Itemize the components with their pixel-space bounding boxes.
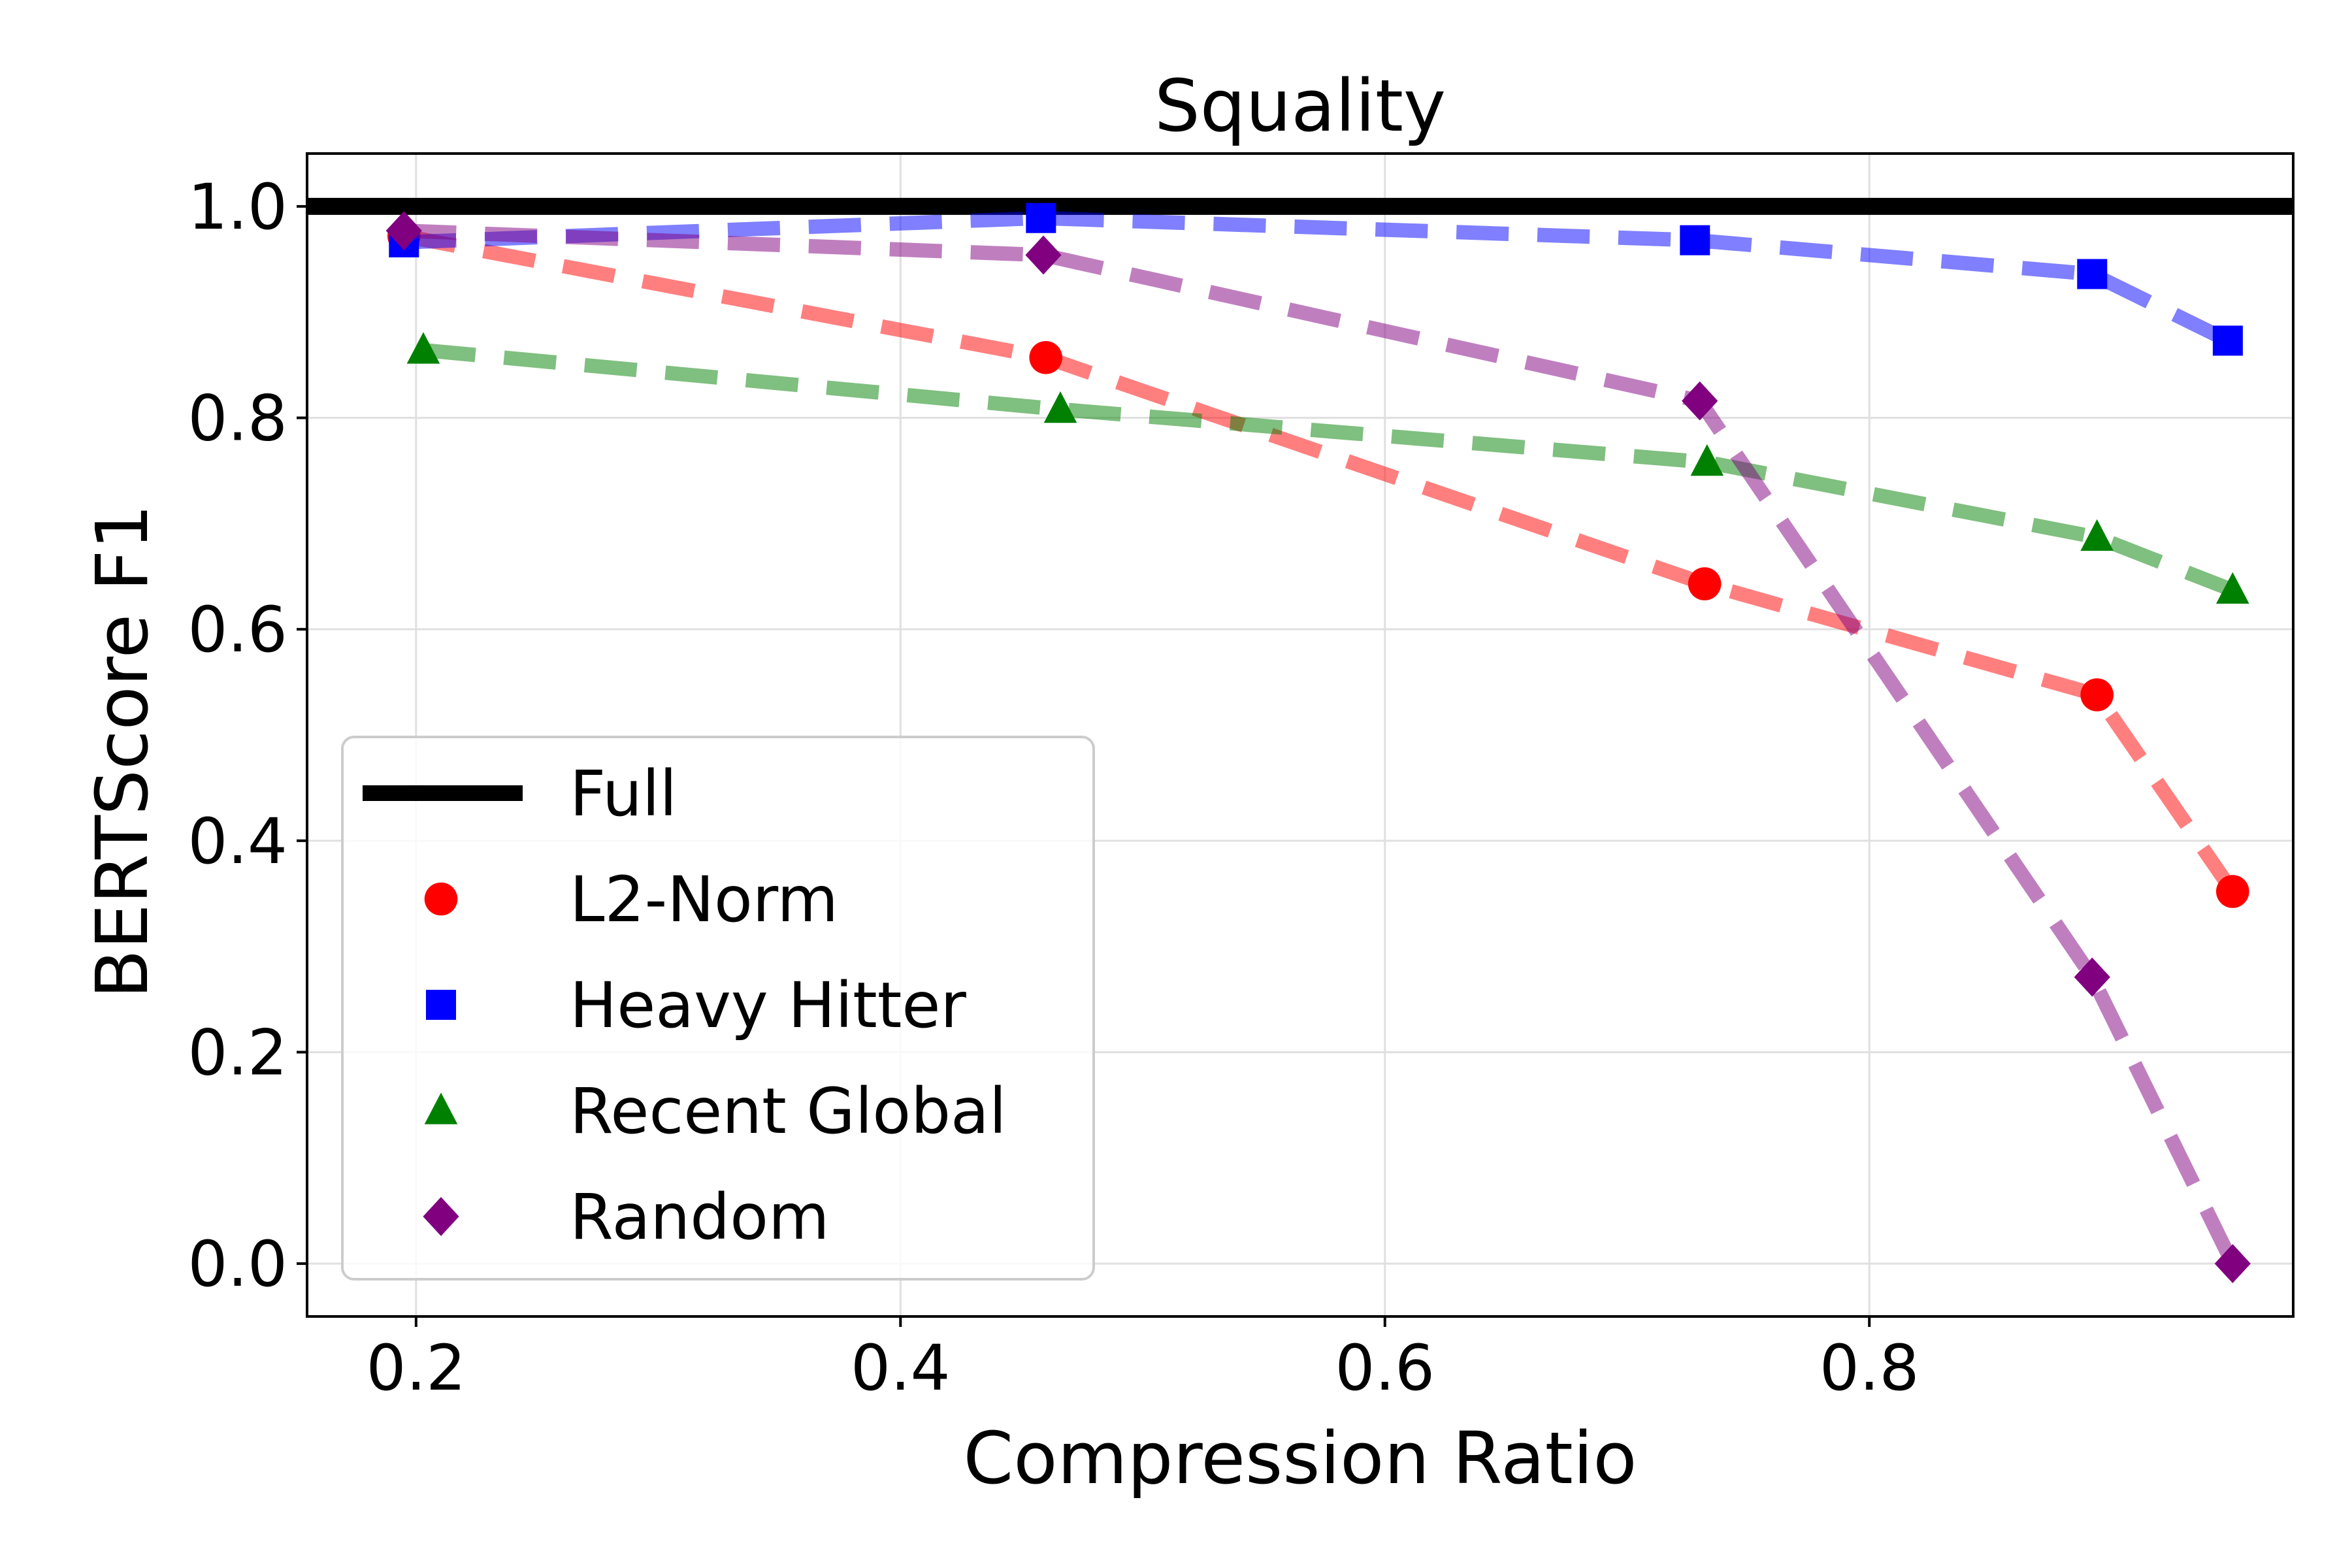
x-tick-label: 0.4: [851, 1331, 951, 1405]
legend-label-l2-norm: L2-Norm: [570, 863, 838, 936]
y-tick-label: 0.0: [188, 1228, 287, 1301]
data-point-recent-global: [2216, 572, 2249, 604]
legend-swatch-heavy-hitter: [426, 990, 456, 1020]
data-point-random: [1682, 381, 1718, 421]
data-point-random: [2074, 957, 2110, 997]
data-point-recent-global: [2080, 519, 2114, 551]
series-layer: [307, 197, 2293, 1283]
legend-swatch-l2-norm: [424, 882, 458, 916]
y-tick-label: 0.6: [188, 593, 287, 666]
x-axis-label: Compression Ratio: [963, 1416, 1637, 1500]
data-point-l2-norm: [2216, 875, 2249, 908]
data-point-random: [385, 211, 422, 251]
y-axis-label: BERTScore F1: [80, 504, 164, 999]
plot-frame: [306, 152, 2295, 1318]
x-tick-label: 0.2: [366, 1331, 466, 1405]
series-recent-global: [406, 332, 2249, 604]
data-point-heavy-hitter: [2212, 325, 2243, 356]
data-point-heavy-hitter: [1026, 203, 1056, 233]
data-point-random: [1025, 235, 1062, 275]
series-line-l2-norm: [402, 229, 2239, 896]
data-point-recent-global: [1690, 444, 1724, 476]
data-point-l2-norm: [1029, 341, 1063, 374]
chart-title: Squality: [1154, 64, 1446, 148]
series-random: [385, 211, 2251, 1283]
data-point-random: [2214, 1244, 2251, 1283]
data-point-l2-norm: [1688, 567, 1722, 600]
x-tick-label: 0.8: [1820, 1331, 1919, 1405]
data-point-recent-global: [406, 332, 440, 364]
data-point-heavy-hitter: [1680, 225, 1710, 255]
data-point-l2-norm: [2080, 678, 2114, 711]
tick-layer: 0.2 0.4 0.6 0.8 0.0 0.2 0.4 0.6 0.8 1.0: [188, 171, 1919, 1405]
y-tick-label: 0.8: [188, 382, 287, 455]
y-tick-label: 1.0: [188, 171, 287, 244]
legend: Full L2-Norm Heavy Hitter Recent Global Rand…: [341, 736, 1095, 1281]
legend-items: Full L2-Norm Heavy Hitter Recent Global Rand…: [363, 757, 1007, 1254]
legend-label-full: Full: [570, 757, 677, 830]
series-line-recent-global: [422, 343, 2236, 597]
legend-box: [341, 736, 1095, 1281]
legend-label-random: Random: [570, 1181, 829, 1254]
data-point-heavy-hitter: [2077, 259, 2108, 289]
y-tick-label: 0.4: [188, 805, 287, 878]
y-tick-label: 0.2: [188, 1016, 287, 1089]
legend-swatch-random: [423, 1197, 459, 1236]
legend-label-heavy-hitter: Heavy Hitter: [570, 969, 966, 1042]
legend-swatch-recent-global: [424, 1092, 458, 1124]
series-line-heavy-hitter: [403, 210, 2231, 348]
data-point-recent-global: [1043, 391, 1077, 423]
x-tick-label: 0.6: [1335, 1331, 1435, 1405]
legend-label-recent-global: Recent Global: [570, 1075, 1007, 1148]
